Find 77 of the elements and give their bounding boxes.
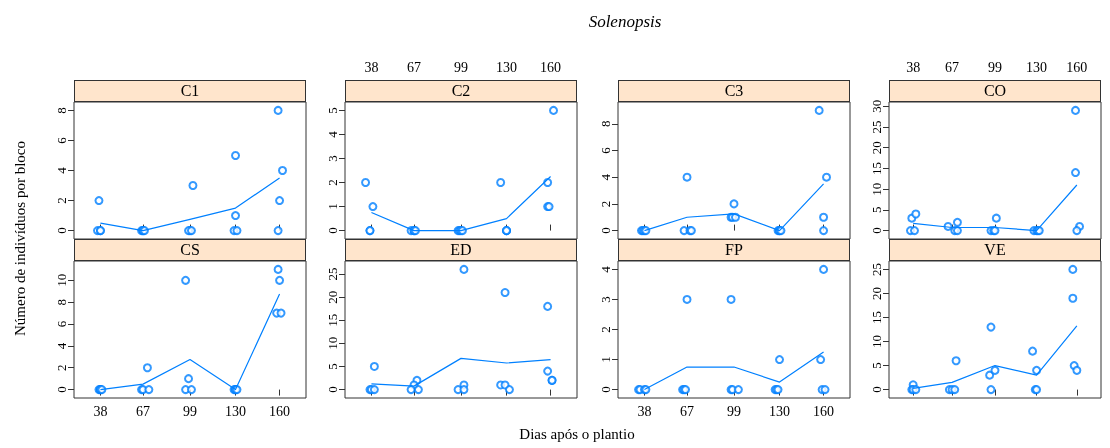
- x-tick-label: 160: [813, 403, 835, 419]
- y-tick-label: 6: [598, 146, 613, 154]
- chart-title: FP: [618, 239, 850, 261]
- x-tick-label: 160: [269, 403, 291, 419]
- x-tick-label: 99: [727, 403, 741, 419]
- y-tick-label: 25: [325, 267, 340, 281]
- y-axis-title: Número de indivíduos por bloco: [11, 140, 29, 338]
- y-tick-label: 10: [869, 335, 884, 349]
- y-tick-label: 5: [869, 206, 884, 214]
- chart-title: C2: [345, 80, 577, 102]
- x-tick-label: 67: [945, 59, 960, 75]
- y-tick-label: 3: [325, 155, 340, 162]
- y-tick-label: 2: [598, 326, 613, 333]
- y-tick-label: 8: [54, 107, 69, 114]
- y-tick-label: 20: [869, 286, 884, 300]
- y-tick-label: 0: [598, 386, 613, 393]
- x-tick-label: 130: [1026, 59, 1048, 75]
- y-tick-label: 0: [325, 227, 340, 234]
- x-tick-label: 99: [183, 403, 197, 419]
- x-tick-label: 160: [540, 59, 562, 75]
- y-tick-label: 25: [869, 262, 884, 276]
- y-tick-label: 2: [54, 197, 69, 204]
- y-tick-label: 0: [54, 227, 69, 234]
- x-tick-label: 99: [988, 59, 1002, 75]
- x-tick-label: 130: [496, 59, 518, 75]
- y-tick-label: 10: [869, 182, 884, 196]
- chart-title: C1: [74, 80, 306, 102]
- y-tick-label: 20: [325, 290, 340, 304]
- x-tick-label: 38: [93, 403, 108, 419]
- y-tick-label: 0: [54, 386, 69, 393]
- y-tick-label: 8: [54, 298, 69, 306]
- y-tick-label: 15: [869, 161, 884, 175]
- chart-title: CO: [889, 80, 1101, 102]
- y-tick-label: 6: [54, 320, 69, 328]
- y-tick-label: 0: [869, 386, 884, 393]
- x-tick-label: 160: [1066, 59, 1088, 75]
- x-tick-label: 67: [680, 403, 695, 419]
- y-tick-label: 8: [598, 120, 613, 128]
- y-tick-label: 4: [325, 130, 340, 138]
- y-tick-label: 5: [869, 362, 884, 369]
- y-tick-label: 20: [869, 141, 884, 155]
- y-tick-label: 15: [325, 313, 340, 327]
- y-tick-label: 15: [869, 310, 884, 324]
- y-tick-label: 25: [869, 120, 884, 134]
- y-tick-label: 1: [325, 203, 340, 210]
- x-tick-label: 67: [407, 59, 422, 75]
- y-tick-label: 0: [598, 227, 613, 234]
- y-tick-label: 0: [869, 227, 884, 234]
- y-tick-label: 4: [598, 173, 613, 181]
- x-tick-label: 38: [637, 403, 652, 419]
- x-tick-label: 130: [769, 403, 791, 419]
- x-tick-label: 67: [136, 403, 151, 419]
- y-tick-label: 3: [598, 296, 613, 303]
- chart-title: VE: [889, 239, 1101, 261]
- y-tick-label: 2: [325, 179, 340, 186]
- x-tick-label: 38: [906, 59, 921, 75]
- y-tick-label: 4: [54, 166, 69, 174]
- x-tick-label: 38: [364, 59, 379, 75]
- y-tick-label: 10: [325, 336, 340, 350]
- x-axis-title: Dias após o plantio: [518, 426, 636, 443]
- chart-title: C3: [618, 80, 850, 102]
- y-tick-label: 5: [325, 363, 340, 370]
- y-tick-label: 4: [598, 265, 613, 273]
- y-tick-label: 6: [54, 136, 69, 144]
- y-tick-label: 30: [869, 99, 884, 113]
- y-tick-label: 1: [598, 356, 613, 363]
- text: Solenopsis: [587, 12, 663, 32]
- y-tick-label: 10: [54, 273, 69, 287]
- x-tick-label: 99: [454, 59, 468, 75]
- y-tick-label: 5: [325, 107, 340, 114]
- y-tick-label: 4: [54, 342, 69, 350]
- y-tick-label: 0: [325, 386, 340, 393]
- y-tick-label: 2: [54, 364, 69, 371]
- chart-title: CS: [74, 239, 306, 261]
- y-tick-label: 2: [598, 200, 613, 208]
- chart-title: ED: [345, 239, 577, 261]
- x-tick-label: 130: [225, 403, 247, 419]
